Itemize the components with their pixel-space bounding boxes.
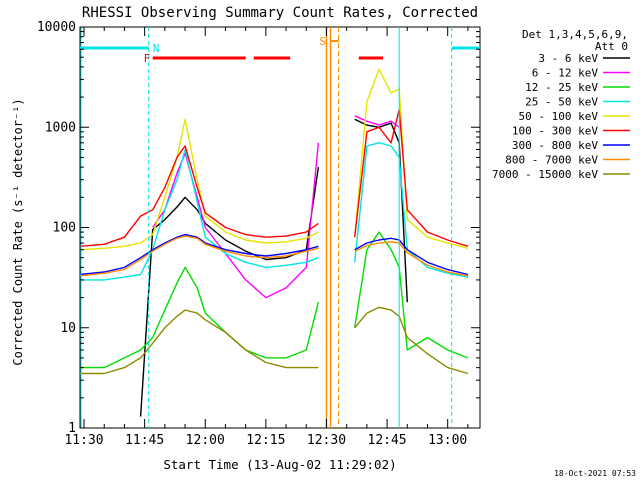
- legend: Det 1,3,4,5,6,9,Att 03 - 6 keV 6 - 12 keV…: [492, 28, 630, 181]
- x-tick-label: 13:00: [428, 433, 467, 448]
- x-axis-label: Start Time (13-Aug-02 11:29:02): [163, 457, 396, 472]
- series-line-5: [79, 108, 469, 247]
- legend-entry-label: 25 - 50 keV: [525, 96, 598, 109]
- legend-entry-label: 50 - 100 keV: [519, 110, 599, 123]
- chart-title: RHESSI Observing Summary Count Rates, Co…: [82, 5, 478, 21]
- legend-entry-label: 12 - 25 keV: [525, 81, 598, 94]
- x-tick-label: 12:15: [246, 433, 285, 448]
- legend-entry-label: 300 - 800 keV: [512, 139, 598, 152]
- night-flag-label: N: [153, 42, 160, 55]
- y-tick-label: 10: [60, 321, 76, 336]
- y-tick-label: 1000: [45, 120, 76, 135]
- y-axis-label: Corrected Count Rate (s⁻¹ detector⁻¹): [11, 98, 25, 365]
- axes: 1 10 100 1000 10000 11:30 11:45 12:00 12:15 12:30…: [37, 20, 480, 448]
- series-line-4: [79, 68, 469, 251]
- footer-timestamp: 18-Oct-2021 07:53: [554, 469, 636, 478]
- x-tick-label: 12:30: [307, 433, 346, 448]
- flare-flag-label: F: [144, 52, 151, 65]
- x-tick-label: 12:00: [186, 433, 225, 448]
- plot-frame: [79, 26, 481, 429]
- y-tick-label: 1: [68, 421, 76, 436]
- plot-area: [79, 26, 481, 429]
- x-tick-label: 11:45: [125, 433, 164, 448]
- series-line-8: [80, 306, 469, 375]
- flag-group: NF S: [80, 27, 480, 428]
- legend-entry-label: 3 - 6 keV: [538, 52, 598, 65]
- x-tick-label: 11:30: [64, 433, 103, 448]
- legend-header: Det 1,3,4,5,6,9,: [522, 28, 628, 41]
- legend-entry-label: 7000 - 15000 keV: [492, 168, 598, 181]
- series-line-1: [152, 115, 400, 299]
- legend-entry-label: 800 - 7000 keV: [505, 154, 598, 167]
- x-tick-label: 12:45: [368, 433, 407, 448]
- legend-header: Att 0: [595, 40, 628, 53]
- legend-entry-label: 6 - 12 keV: [532, 67, 599, 80]
- legend-entry-label: 100 - 300 keV: [512, 125, 598, 138]
- saa-flag-label: S: [319, 35, 326, 48]
- y-tick-label: 100: [53, 221, 76, 236]
- y-tick-label: 10000: [37, 20, 76, 35]
- series-group: [79, 68, 469, 417]
